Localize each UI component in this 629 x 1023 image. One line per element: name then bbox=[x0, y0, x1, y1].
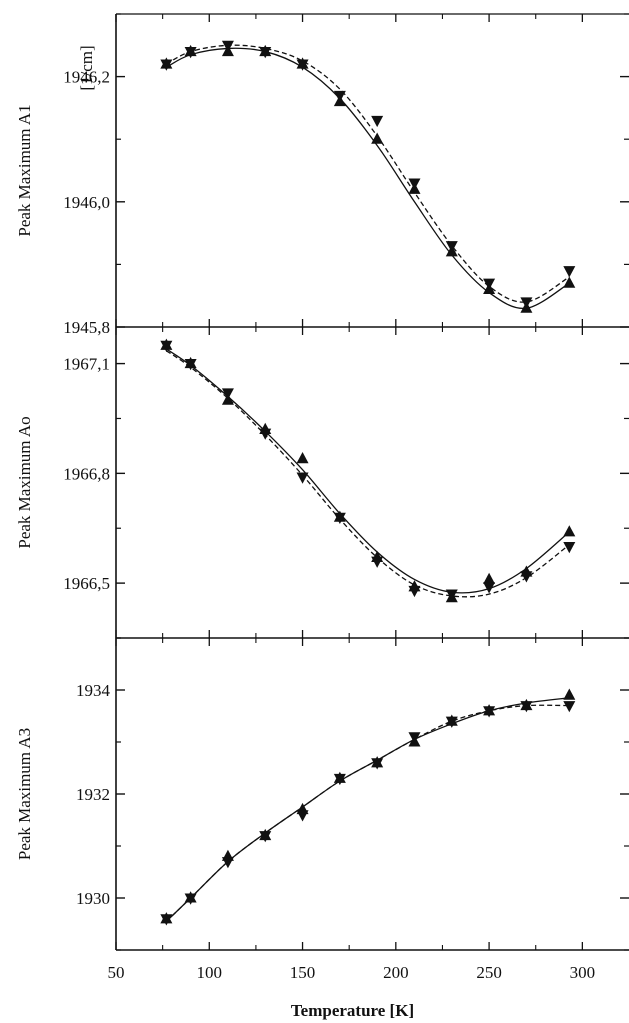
point-2-down-triangle-1 bbox=[184, 359, 197, 371]
y-tick-label-1-0: 1945,8 bbox=[63, 318, 110, 337]
x-tick-label-3: 200 bbox=[383, 963, 409, 982]
y-tick-label-2-0: 1966,5 bbox=[63, 574, 110, 593]
point-3-down-triangle-1 bbox=[184, 893, 197, 905]
point-2-down-triangle-6 bbox=[371, 556, 384, 568]
y-tick-label-1-2: 1946,2 bbox=[63, 68, 110, 87]
point-2-down-triangle-9 bbox=[483, 582, 496, 594]
panel-1: 1945,8 1946,0 1946,2 Peak Maximum A1 bbox=[15, 13, 629, 337]
point-2-down-triangle-0 bbox=[160, 340, 173, 352]
y-axis-label-1: Peak Maximum A1 bbox=[15, 104, 34, 236]
point-2-up-triangle-9 bbox=[483, 572, 496, 584]
point-3-down-triangle-4 bbox=[296, 810, 309, 822]
point-3-down-triangle-0 bbox=[160, 914, 173, 926]
fit-line-3-down-triangle bbox=[165, 704, 570, 922]
point-1-down-triangle-10 bbox=[520, 297, 533, 309]
point-2-down-triangle-8 bbox=[445, 589, 458, 601]
point-1-up-triangle-6 bbox=[371, 132, 384, 144]
point-3-up-triangle-11 bbox=[563, 688, 576, 700]
point-1-down-triangle-1 bbox=[184, 47, 197, 59]
point-3-down-triangle-11 bbox=[563, 701, 576, 713]
point-2-down-triangle-10 bbox=[520, 571, 533, 583]
point-2-down-triangle-5 bbox=[333, 512, 346, 524]
point-3-down-triangle-5 bbox=[333, 773, 346, 786]
point-1-down-triangle-5 bbox=[333, 90, 346, 103]
point-1-down-triangle-8 bbox=[445, 241, 458, 253]
x-tick-label-2: 150 bbox=[290, 963, 316, 982]
x-tick-label-1: 100 bbox=[197, 963, 223, 982]
point-2-up-triangle-11 bbox=[563, 525, 576, 537]
point-1-down-triangle-2 bbox=[221, 40, 234, 52]
x-axis-label: Temperature [K] bbox=[291, 1001, 414, 1020]
point-2-down-triangle-3 bbox=[259, 428, 272, 440]
x-axis: 50 100 150 200 250 300 bbox=[108, 963, 596, 982]
point-3-down-triangle-10 bbox=[520, 701, 533, 713]
point-2-down-triangle-11 bbox=[563, 541, 576, 554]
point-3-down-triangle-6 bbox=[371, 758, 384, 770]
y-axis-label-2: Peak Maximum Ao bbox=[15, 416, 34, 548]
y-tick-label-2-1: 1966,8 bbox=[63, 464, 110, 483]
y-tick-label-3-0: 1930 bbox=[76, 889, 110, 908]
point-2-down-triangle-4 bbox=[296, 472, 309, 484]
fit-line-3-up-triangle bbox=[165, 697, 570, 922]
point-3-down-triangle-8 bbox=[445, 716, 458, 728]
y-tick-label-2-2: 1967,1 bbox=[63, 355, 110, 374]
point-1-down-triangle-6 bbox=[371, 115, 384, 128]
x-tick-label-5: 300 bbox=[570, 963, 596, 982]
point-1-down-triangle-11 bbox=[563, 266, 576, 278]
panel-2: 1966,5 1966,8 1967,1 Peak Maximum Ao bbox=[15, 327, 629, 639]
x-tick-label-0: 50 bbox=[108, 963, 125, 982]
y-tick-label-3-2: 1934 bbox=[76, 681, 111, 700]
fit-line-2-up-triangle bbox=[166, 348, 570, 594]
point-1-down-triangle-3 bbox=[259, 47, 272, 59]
point-3-down-triangle-2 bbox=[221, 857, 234, 869]
fit-line-2-down-triangle bbox=[166, 350, 570, 598]
point-3-down-triangle-3 bbox=[259, 831, 272, 843]
panel-3: 1930 1932 1934 Peak Maximum A3 bbox=[15, 637, 629, 951]
point-3-down-triangle-9 bbox=[483, 706, 496, 718]
unit-label: [1/cm] bbox=[77, 45, 96, 90]
point-1-down-triangle-7 bbox=[408, 178, 421, 190]
point-2-down-triangle-2 bbox=[221, 388, 234, 400]
y-axis-label-3: Peak Maximum A3 bbox=[15, 728, 34, 860]
point-2-up-triangle-4 bbox=[296, 452, 309, 464]
point-1-down-triangle-4 bbox=[296, 59, 309, 71]
fit-line-1-up-triangle bbox=[166, 47, 570, 310]
point-1-up-triangle-11 bbox=[563, 276, 576, 288]
x-tick-label-4: 250 bbox=[476, 963, 502, 982]
point-1-down-triangle-0 bbox=[160, 59, 173, 71]
y-tick-label-3-1: 1932 bbox=[76, 785, 110, 804]
fit-line-1-down-triangle bbox=[166, 44, 570, 303]
point-3-down-triangle-7 bbox=[408, 732, 421, 744]
y-tick-label-1-1: 1946,0 bbox=[63, 193, 110, 212]
point-2-down-triangle-7 bbox=[408, 585, 421, 598]
point-1-down-triangle-9 bbox=[483, 278, 496, 290]
